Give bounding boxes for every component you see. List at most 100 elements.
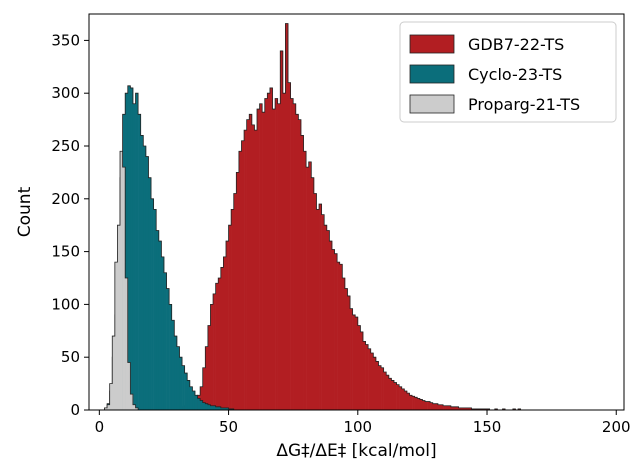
histogram-bar [244, 130, 247, 410]
histogram-bar [319, 204, 322, 410]
histogram-bar [135, 407, 139, 410]
histogram-bar [290, 98, 294, 410]
histogram-bar [223, 256, 227, 410]
histogram-bar [109, 383, 113, 410]
histogram-bar [417, 398, 421, 410]
histogram-bar [225, 241, 229, 410]
histogram-bar [329, 241, 333, 410]
histogram-bar [174, 336, 178, 410]
histogram-bar [391, 380, 395, 410]
histogram-bar [422, 400, 426, 410]
histogram-bar [210, 405, 214, 410]
histogram-bar [298, 119, 302, 410]
histogram-bar [163, 272, 167, 410]
histogram-bar [200, 386, 204, 410]
histogram-bar [218, 406, 222, 410]
histogram-bar [231, 408, 235, 410]
histogram-bar [275, 98, 278, 410]
histogram-bar [194, 395, 198, 410]
histogram-bar [127, 85, 131, 411]
histogram-bar [347, 295, 351, 410]
histogram-bar [205, 403, 209, 410]
histogram-bar [326, 230, 330, 410]
histogram-bar [215, 283, 219, 410]
histogram-bar [176, 346, 180, 410]
histogram-bar [487, 408, 490, 410]
histogram-bar [355, 317, 359, 410]
histogram-bar [386, 375, 390, 410]
histogram-bar [140, 135, 144, 410]
histogram-bar [125, 278, 129, 410]
histogram-bar [138, 114, 141, 410]
histogram-bar [202, 367, 206, 410]
histogram-bar [512, 408, 516, 410]
histogram-bar [205, 346, 209, 410]
legend-label: Cyclo-23-TS [468, 65, 562, 84]
y-tick-label: 250 [51, 137, 80, 155]
histogram-bar [381, 367, 384, 410]
histogram-bar [184, 373, 188, 410]
histogram-bar [213, 405, 216, 410]
histogram-bar [267, 93, 271, 410]
histogram-bar [401, 388, 405, 410]
histogram-bar [406, 393, 410, 410]
y-tick-label: 300 [51, 84, 80, 102]
histogram-bar [228, 408, 232, 410]
histogram-bar [218, 278, 222, 410]
histogram-bar [158, 241, 162, 410]
histogram-bar [375, 361, 379, 410]
histogram-bar [288, 82, 291, 410]
histogram-bar [213, 293, 216, 410]
histogram-bar [303, 151, 307, 410]
histogram-bar [456, 406, 459, 410]
histogram-bar [114, 262, 118, 410]
histogram-bar [300, 135, 304, 410]
y-tick-label: 50 [61, 348, 80, 366]
plot-frame [88, 13, 625, 411]
histogram-bar [502, 408, 506, 410]
histogram-bar [145, 156, 149, 410]
histogram-bar [414, 397, 418, 410]
histogram-bar [388, 378, 392, 410]
histogram-bar [104, 407, 108, 410]
histogram-bar [246, 119, 250, 410]
histogram-bar [393, 382, 397, 410]
histogram-bar [200, 400, 204, 410]
histogram-bar [445, 405, 449, 410]
legend-swatch [409, 34, 455, 54]
histogram-bar [383, 371, 387, 410]
histogram-outline [104, 85, 235, 410]
histogram-bar [453, 406, 457, 410]
y-tick-label: 0 [70, 401, 80, 419]
histogram-bar [357, 325, 361, 410]
histogram-outline [104, 150, 139, 410]
x-axis: 0 50 100 150 200 [95, 410, 631, 436]
histogram-bar [306, 167, 309, 410]
histogram-bar [443, 405, 446, 410]
histogram-bar [419, 399, 423, 410]
histogram-bar [282, 93, 286, 410]
histogram-bar [424, 401, 428, 410]
histogram-bar [334, 253, 338, 410]
histogram-bar [494, 408, 498, 410]
histogram-bar [269, 87, 273, 411]
histogram-bar [404, 390, 408, 410]
y-tick-label: 100 [51, 295, 80, 313]
x-tick-label: 0 [95, 418, 105, 436]
histogram-bar [241, 140, 245, 410]
histogram-bar [169, 304, 173, 410]
histogram-bar [220, 407, 224, 410]
histogram-bar [182, 365, 185, 410]
histogram-bar [171, 320, 175, 410]
x-tick-label: 150 [473, 418, 502, 436]
histogram-bar [430, 402, 434, 410]
y-tick-label: 150 [51, 243, 80, 261]
histogram-bar [107, 404, 110, 410]
histogram-bar [295, 114, 299, 410]
histogram-bar [518, 408, 521, 410]
histogram-bar [463, 407, 467, 410]
histogram-bar [313, 193, 317, 410]
histogram-bar [117, 225, 121, 410]
histogram-bar [251, 124, 255, 410]
histogram-bar [249, 114, 253, 410]
